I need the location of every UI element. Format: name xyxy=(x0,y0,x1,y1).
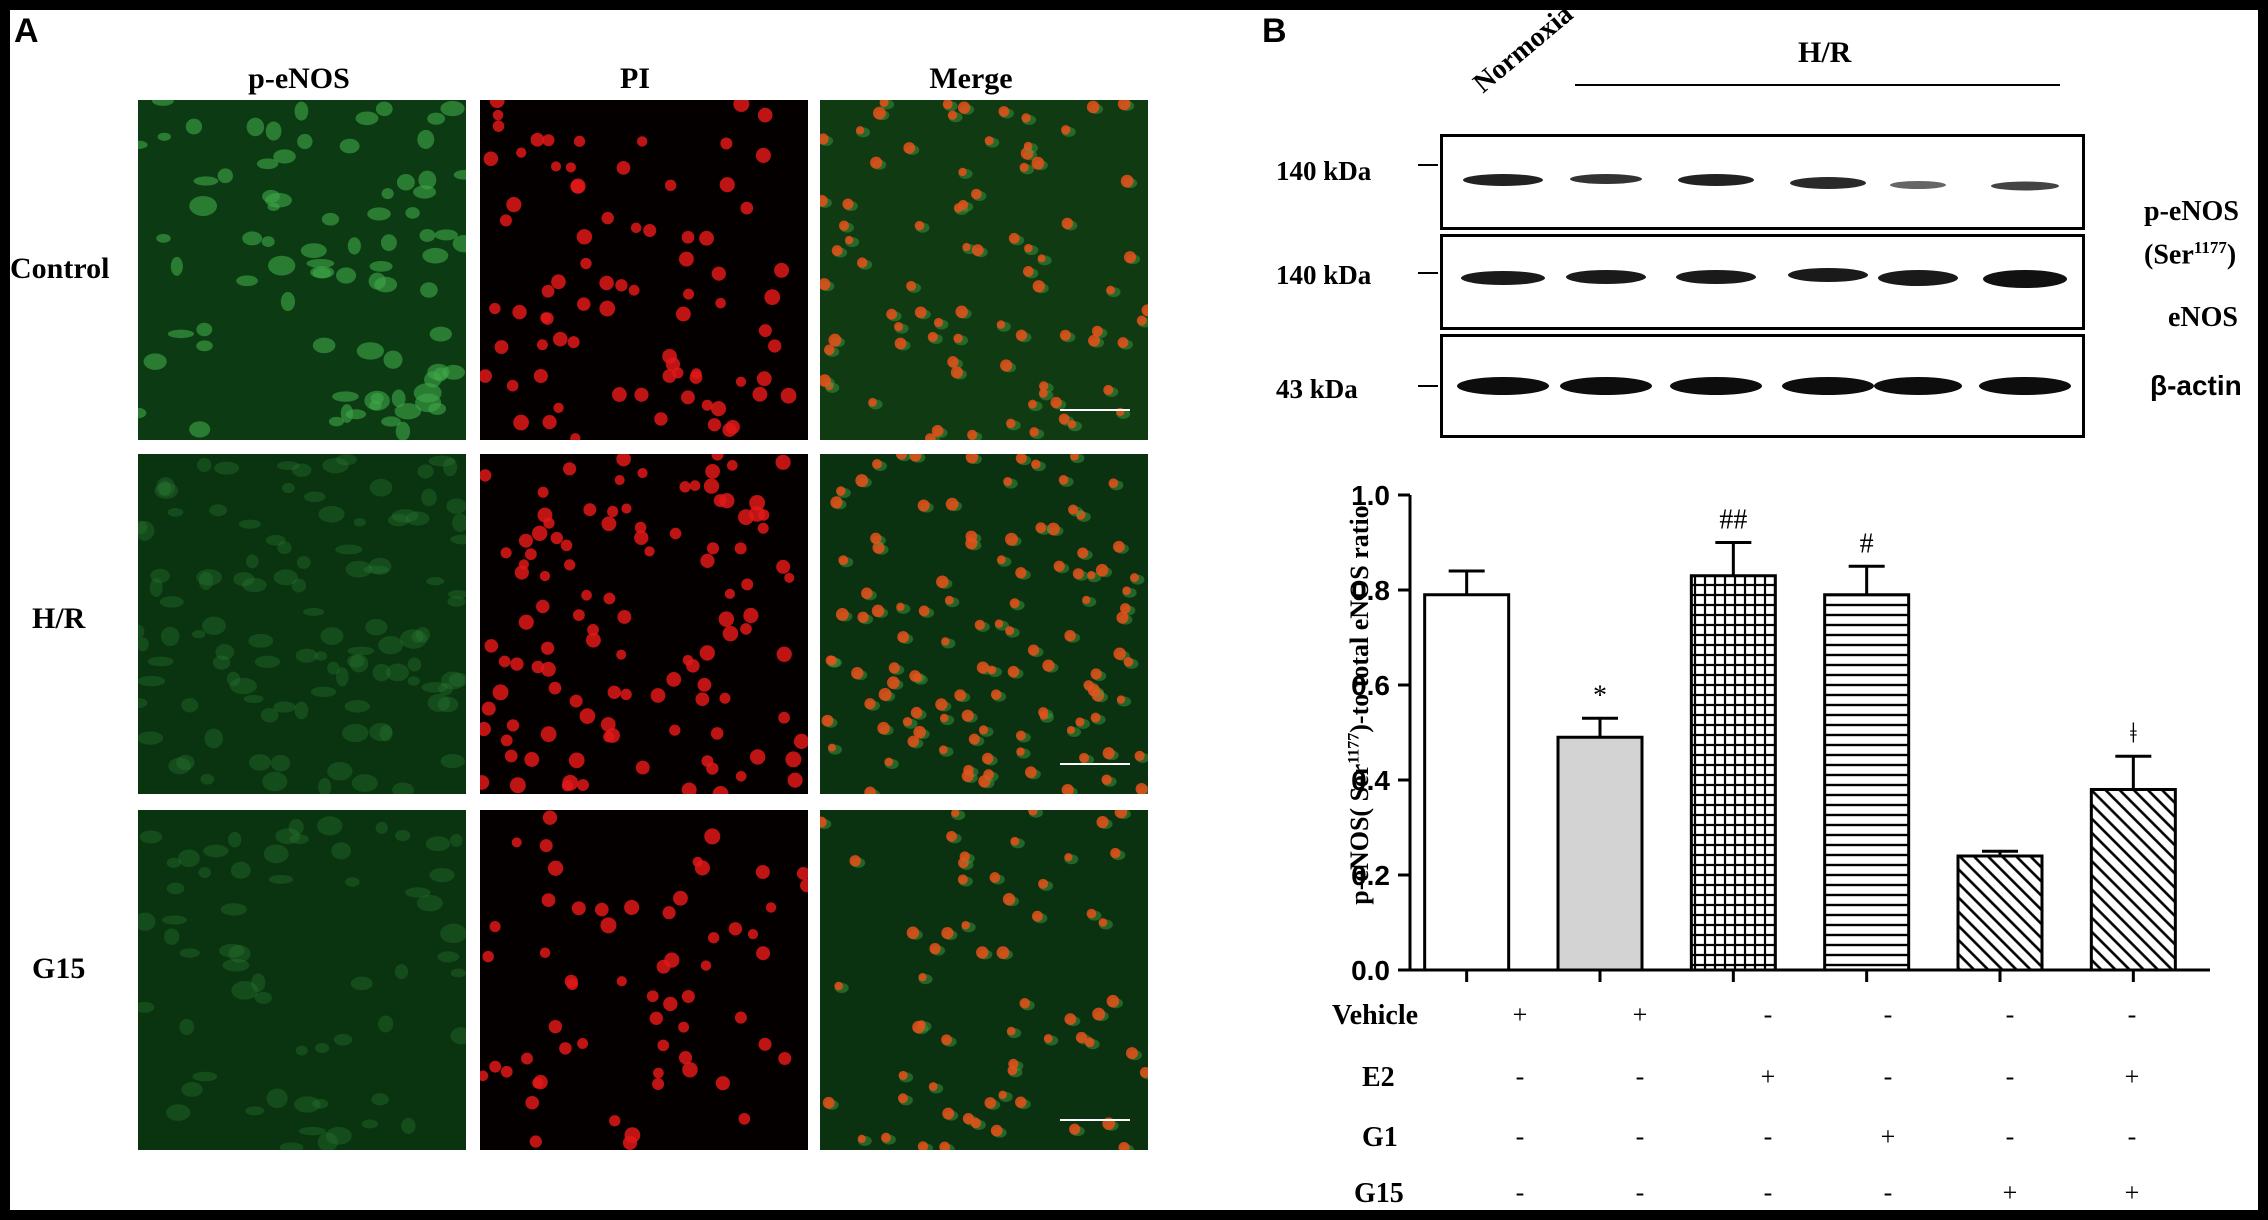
y-tick-label: 0.4 xyxy=(1351,765,1390,796)
column-header-pi: PI xyxy=(620,62,650,95)
micrograph-hr-green xyxy=(138,454,466,794)
mw-tick xyxy=(1418,272,1438,274)
significance-label: ## xyxy=(1719,505,1747,536)
treatment-value: + xyxy=(1760,1062,1776,1091)
lane-group-hr: H/R xyxy=(1798,36,1852,69)
treatment-value: - xyxy=(1763,1178,1773,1207)
treatment-value: - xyxy=(1883,1062,1893,1091)
panel-b-letter: B xyxy=(1262,12,1287,50)
bar xyxy=(1823,593,1911,972)
bar xyxy=(1689,574,1777,972)
protein-site: (Ser xyxy=(2144,239,2194,271)
bar-chart: 0.00.20.40.60.81.0*###ǂ xyxy=(1351,480,2210,986)
significance-label: # xyxy=(1860,528,1874,559)
micrograph-g15-red xyxy=(480,810,808,1150)
row-label-control: Control xyxy=(10,252,110,285)
treatment-value: - xyxy=(1763,1000,1773,1029)
significance-label: ǂ xyxy=(2130,718,2137,749)
treatment-value: + xyxy=(1632,1000,1648,1029)
column-header-peNOS: p-eNOS xyxy=(248,62,350,95)
treatment-value: - xyxy=(1635,1178,1645,1207)
bar xyxy=(1423,593,1511,972)
mw-label-peNOS: 140 kDa xyxy=(1276,156,1372,186)
treatment-value: - xyxy=(2005,1000,2015,1029)
treatment-value: - xyxy=(1635,1062,1645,1091)
micrograph-hr-merge xyxy=(820,454,1148,794)
blot-peNOS xyxy=(1440,134,2085,230)
micrograph-control-green xyxy=(138,100,466,440)
mw-tick xyxy=(1418,164,1438,166)
treatment-value: - xyxy=(1883,1178,1893,1207)
protein-label-peNOS: p-eNOS (Ser1177) xyxy=(2144,194,2239,273)
blot-peNOS-bands xyxy=(1463,174,2059,191)
treatment-value: - xyxy=(1515,1122,1525,1151)
y-tick-label: 0.8 xyxy=(1351,575,1390,606)
y-tick-label: 0.6 xyxy=(1351,670,1390,701)
panel-a-letter: A xyxy=(14,12,39,50)
row-label-hr: H/R xyxy=(32,602,86,635)
bar xyxy=(2089,788,2177,972)
treatment-value: - xyxy=(1763,1122,1773,1151)
treatment-value: - xyxy=(1515,1178,1525,1207)
significance-label: * xyxy=(1593,680,1607,711)
column-header-merge: Merge xyxy=(929,62,1013,95)
mw-tick xyxy=(1418,385,1438,387)
y-tick-label: 0.2 xyxy=(1351,860,1390,891)
micrograph-control-red xyxy=(480,100,808,440)
treatment-label-e2: E2 xyxy=(1362,1062,1395,1093)
treatment-label-g1: G1 xyxy=(1362,1122,1398,1153)
treatment-value: + xyxy=(1512,1000,1528,1029)
treatment-value: - xyxy=(2005,1062,2015,1091)
mw-label-eNOS: 140 kDa xyxy=(1276,260,1372,290)
protein-site-number: 1177 xyxy=(2193,238,2227,257)
blot-actin xyxy=(1440,334,2085,438)
treatment-value: + xyxy=(1880,1122,1896,1151)
micrograph-g15-green xyxy=(138,810,466,1150)
micrograph-control-merge xyxy=(820,100,1148,440)
treatment-value: + xyxy=(2124,1178,2140,1207)
y-tick-label: 0.0 xyxy=(1351,955,1390,986)
protein-label-actin: β-actin xyxy=(2150,370,2242,401)
treatment-value: - xyxy=(1635,1122,1645,1151)
micrograph-hr-red xyxy=(480,454,808,794)
treatment-label-g15: G15 xyxy=(1354,1178,1404,1209)
protein-name-peNOS: p-eNOS xyxy=(2144,196,2239,227)
figure: A p-eNOS PI Merge Control H/R G15 B Norm… xyxy=(10,10,2258,1210)
treatment-value: + xyxy=(2002,1178,2018,1207)
bar xyxy=(1956,854,2044,972)
treatment-value: - xyxy=(1883,1000,1893,1029)
treatment-label-vehicle: Vehicle xyxy=(1332,1000,1419,1031)
lane-group-line xyxy=(1575,84,2060,86)
row-label-g15: G15 xyxy=(32,952,86,985)
micrograph-g15-merge xyxy=(820,810,1148,1150)
protein-label-eNOS: eNOS xyxy=(2168,302,2238,333)
blot-eNOS xyxy=(1440,234,2085,330)
treatment-value: - xyxy=(2127,1122,2137,1151)
mw-label-actin: 43 kDa xyxy=(1276,374,1358,404)
treatment-value: - xyxy=(2005,1122,2015,1151)
treatment-value: - xyxy=(2127,1000,2137,1029)
blot-eNOS-bands xyxy=(1461,268,2067,288)
y-tick-label: 1.0 xyxy=(1351,480,1390,511)
blot-actin-bands xyxy=(1457,377,2071,395)
treatment-value: + xyxy=(2124,1062,2140,1091)
lane-label-normoxia: Normoxia xyxy=(1467,10,1580,100)
treatment-value: - xyxy=(1515,1062,1525,1091)
bar xyxy=(1556,735,1644,972)
protein-site-close: ) xyxy=(2226,239,2237,271)
